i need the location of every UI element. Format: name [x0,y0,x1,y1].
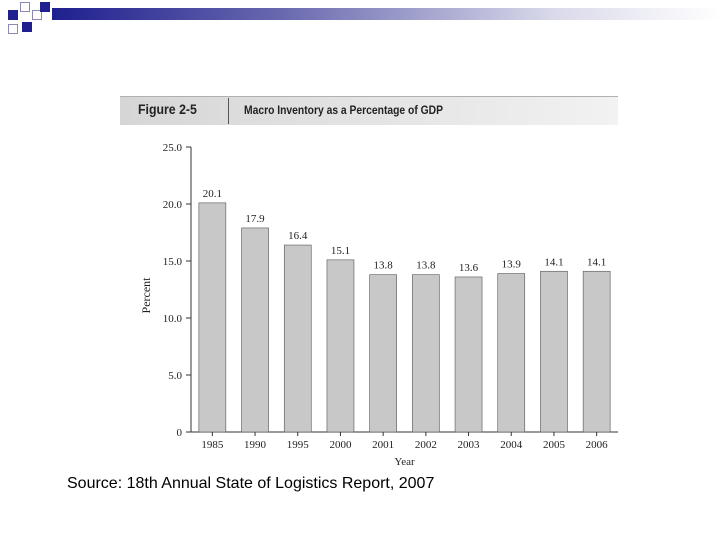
y-tick-label: 15.0 [163,256,183,268]
y-tick-label: 25.0 [163,142,183,154]
x-axis-title: Year [394,456,415,468]
x-tick-label: 2002 [415,439,437,451]
bar [582,270,611,433]
figure-label: Figure 2-5 [138,101,197,117]
decor-square [20,2,30,12]
y-tick-label: 0 [177,427,183,439]
bar [540,270,568,433]
x-tick-label: 1995 [287,439,310,451]
y-tick-label: 20.0 [163,199,183,211]
y-axis-title: Percent [139,277,153,314]
bar [412,274,440,433]
x-tick-label: 2003 [458,439,481,451]
bar-value-label: 16.4 [288,230,308,242]
x-tick-label: 2004 [500,439,523,451]
decor-square [40,2,50,12]
x-tick-label: 2005 [543,439,566,451]
bar-value-label: 13.8 [374,260,394,272]
figure-header-divider [228,98,229,124]
x-tick-label: 2000 [329,439,352,451]
bar-value-label: 13.9 [502,259,522,271]
x-tick-label: 1990 [244,439,267,451]
bar-value-label: 17.9 [245,213,265,225]
decor-square [8,24,18,34]
bar-value-label: 13.8 [416,260,436,272]
bar-value-label: 20.1 [203,188,222,200]
y-tick-label: 5.0 [168,370,182,382]
bar-value-label: 15.1 [331,245,350,257]
x-tick-label: 2006 [586,439,609,451]
decor-square [8,10,18,20]
bar [369,274,397,433]
figure-header [120,96,618,125]
bar-value-label: 14.1 [587,256,606,268]
bar-value-label: 14.1 [544,256,563,268]
y-tick-label: 10.0 [163,313,183,325]
decor-square [22,22,32,32]
bar-value-label: 13.6 [459,262,479,274]
x-tick-label: 2001 [372,439,394,451]
bar [283,244,312,433]
bar [326,259,355,433]
figure-title: Macro Inventory as a Percentage of GDP [244,103,444,117]
title-bar-decoration [52,8,720,20]
decor-square [32,10,42,20]
bar [454,276,483,433]
x-tick-label: 1985 [201,439,224,451]
bar [198,202,227,433]
source-caption: Source: 18th Annual State of Logistics R… [67,475,435,492]
bar [241,227,269,433]
bar [497,273,526,433]
